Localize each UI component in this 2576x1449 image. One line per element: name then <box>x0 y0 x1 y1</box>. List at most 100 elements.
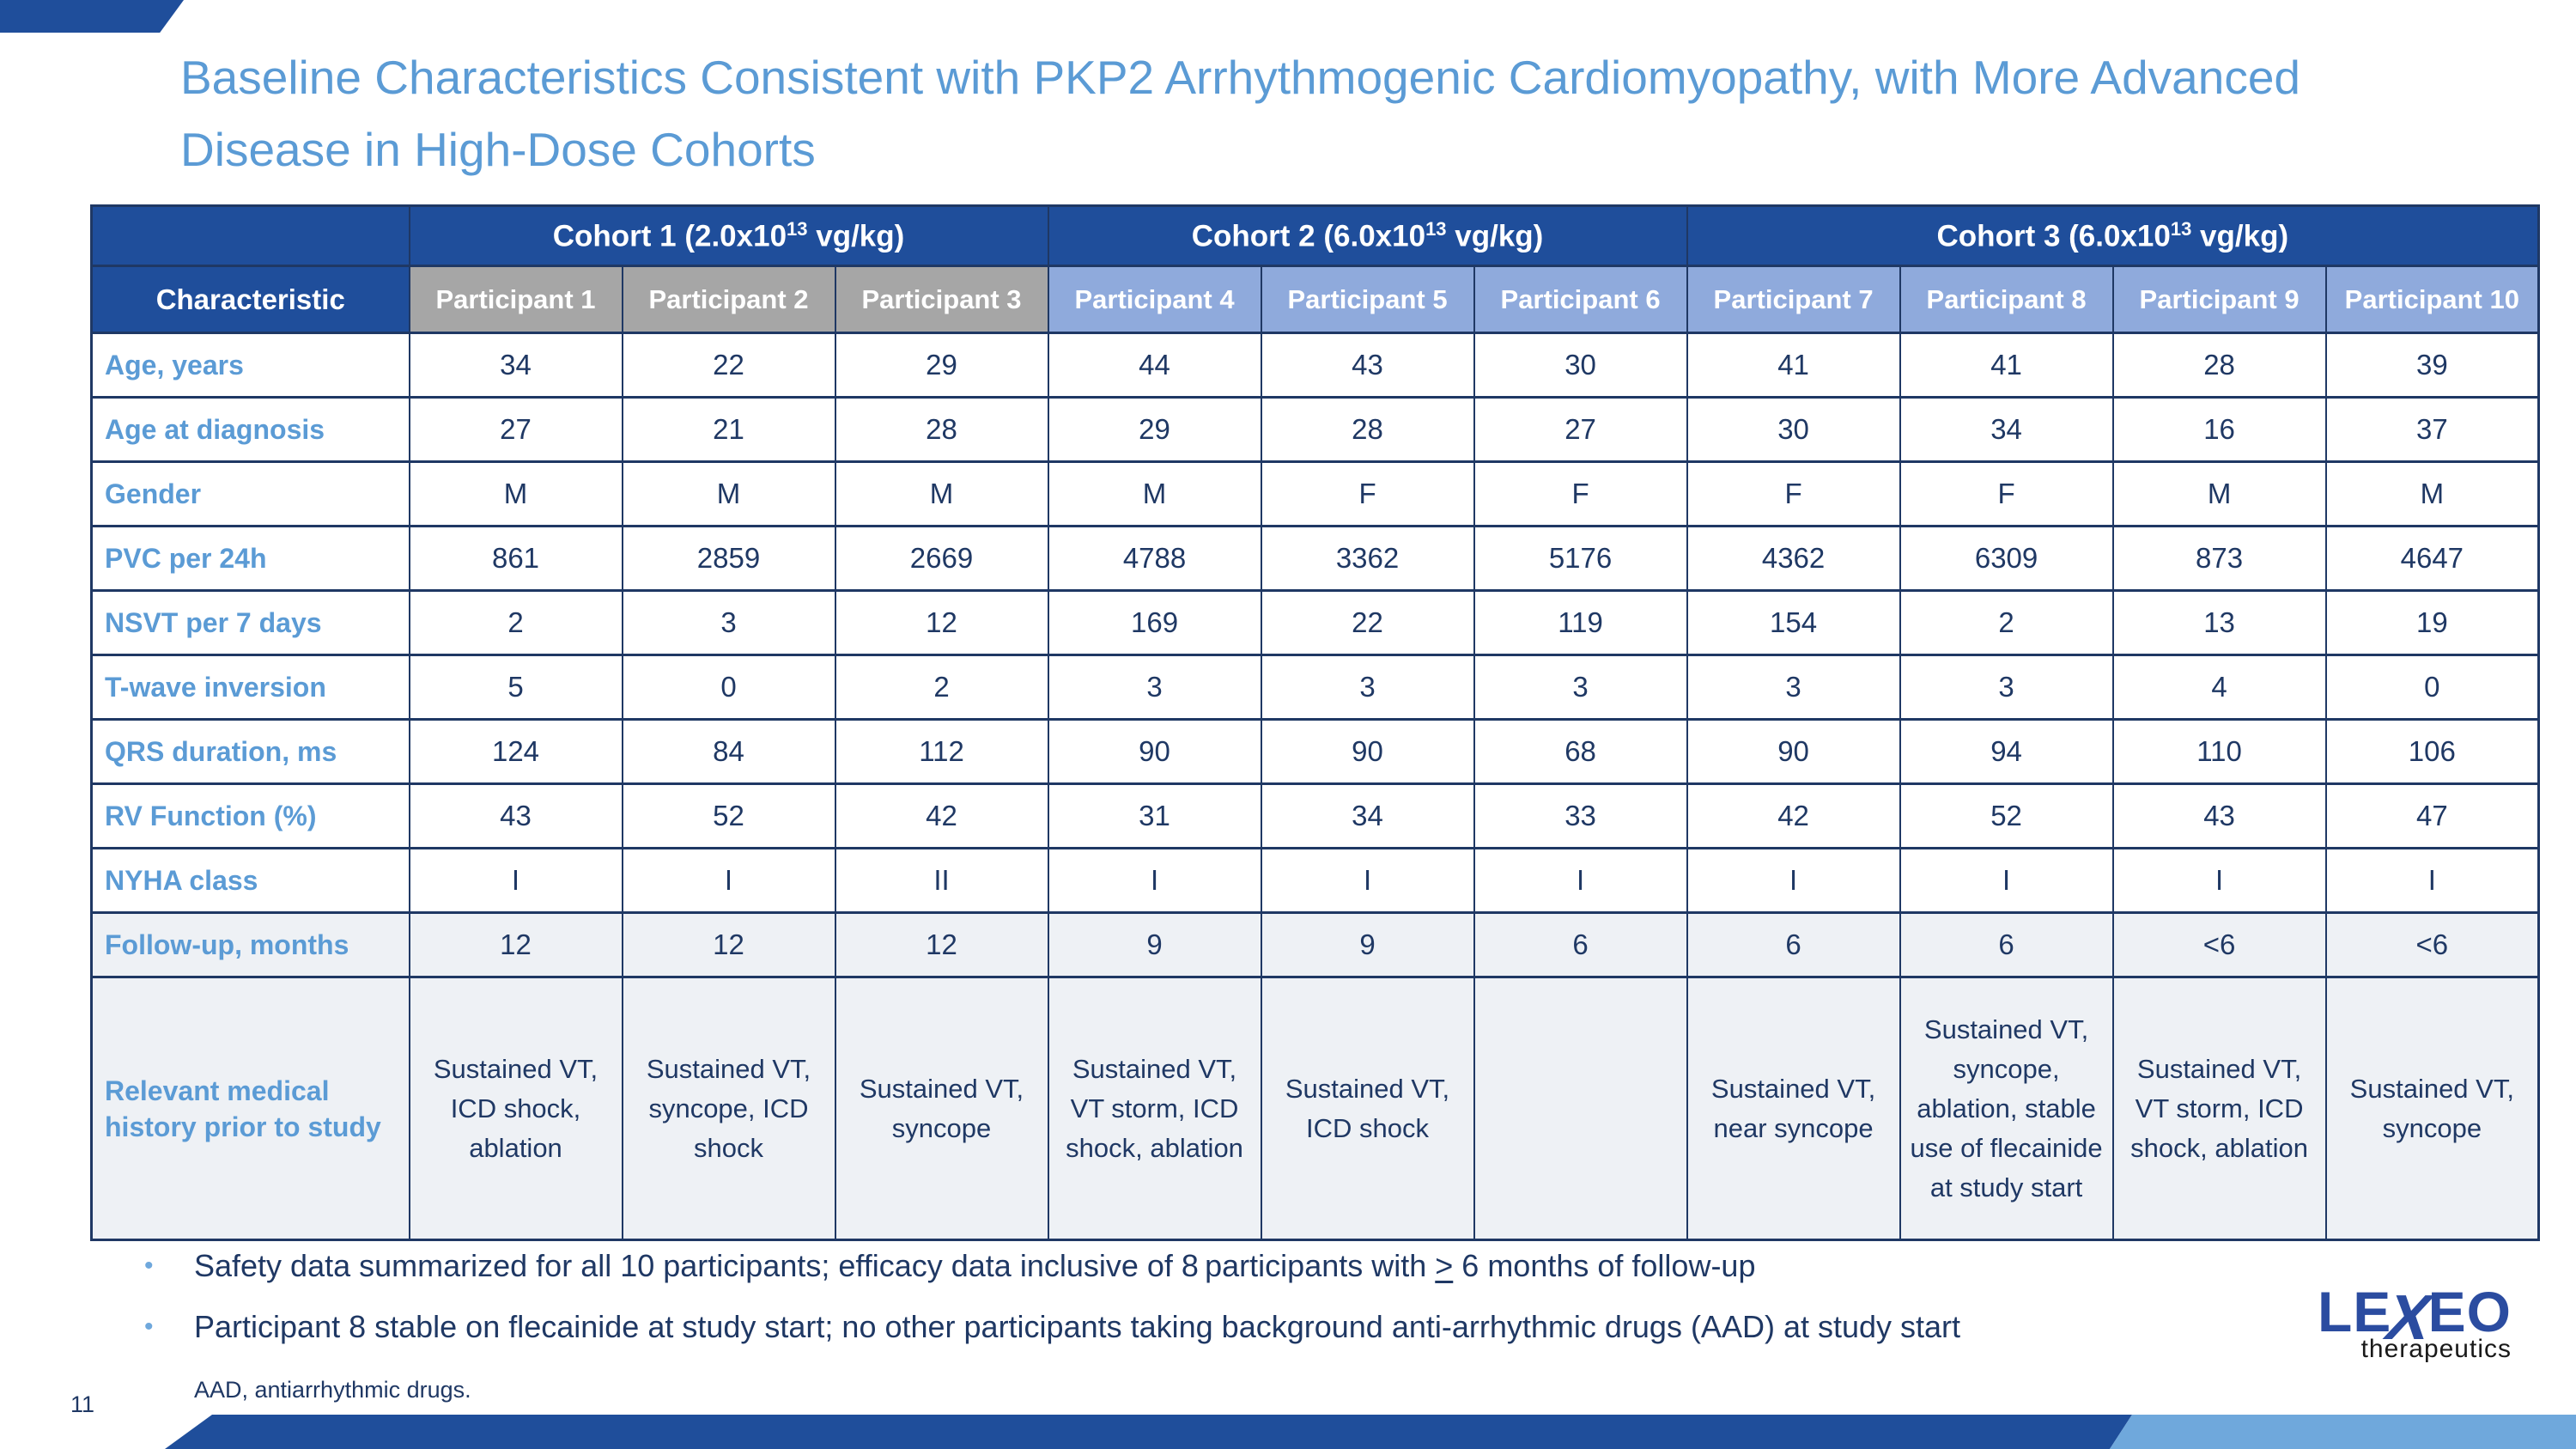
table-cell: 16 <box>2111 396 2327 463</box>
table-cell: II <box>834 847 1049 914</box>
table-cell: 27 <box>408 396 623 463</box>
table-cell: 4788 <box>1047 525 1262 592</box>
table-body: Age, years 34 22 29 44 43 30 41 41 28 39 Age at dia… <box>90 332 2540 1241</box>
cohort-header-3: Cohort 3 (6.0x1013 vg/kg) <box>1686 204 2540 267</box>
table-cell: 873 <box>2111 525 2327 592</box>
table-cell: 4 <box>2111 654 2327 721</box>
table-row: QRS duration, ms 124 84 112 90 90 68 90 94 110 106 <box>90 718 2540 785</box>
table-cell: 90 <box>1047 718 1262 785</box>
table-cell: 2 <box>1899 589 2114 656</box>
table-cell: M <box>834 460 1049 527</box>
bullet-icon: • <box>144 1251 154 1280</box>
participant-header-4: Participant 4 <box>1047 265 1262 334</box>
participant-header-5: Participant 5 <box>1260 265 1475 334</box>
table-cell: I <box>2324 847 2540 914</box>
top-left-accent-shape <box>0 0 184 33</box>
table-cell: 12 <box>834 911 1049 978</box>
table-cell: 106 <box>2324 718 2540 785</box>
table-cell: M <box>621 460 836 527</box>
table-cell: 90 <box>1686 718 1901 785</box>
table-cell: 5 <box>408 654 623 721</box>
table-cell: 42 <box>1686 782 1901 849</box>
participant-header-8: Participant 8 <box>1899 265 2114 334</box>
key-point-2: • Participant 8 stable on flecainide at s… <box>144 1308 2342 1346</box>
footnote: AAD, antiarrhythmic drugs. <box>194 1377 471 1403</box>
table-cell: 29 <box>834 332 1049 399</box>
row-label: Age, years <box>90 332 410 399</box>
table-cell: 34 <box>1899 396 2114 463</box>
table-cell: 44 <box>1047 332 1262 399</box>
table-cell: I <box>1260 847 1475 914</box>
table-cell: 90 <box>1260 718 1475 785</box>
table-head: Cohort 1 (2.0x1013 vg/kg) Cohort 2 (6.0x1… <box>90 204 2540 334</box>
table-cell: 6 <box>1473 911 1688 978</box>
table-cell: 4362 <box>1686 525 1901 592</box>
table-row: Relevant medical history prior to study S… <box>90 976 2540 1241</box>
table-cell: 3 <box>1047 654 1262 721</box>
table-cell: 43 <box>1260 332 1475 399</box>
table-cell: 22 <box>621 332 836 399</box>
table-cell: 28 <box>2111 332 2327 399</box>
table-cell: Sustained VT, ICD shock, ablation <box>408 976 623 1241</box>
row-label: QRS duration, ms <box>90 718 410 785</box>
table-cell: 13 <box>2111 589 2327 656</box>
table-cell: F <box>1260 460 1475 527</box>
table-cell: I <box>1473 847 1688 914</box>
table-cell: 27 <box>1473 396 1688 463</box>
page-title-line-2: Disease in High-Dose Cohorts <box>180 123 816 176</box>
row-label: T-wave inversion <box>90 654 410 721</box>
cohort-header-1: Cohort 1 (2.0x1013 vg/kg) <box>408 204 1049 267</box>
table-cell: 68 <box>1473 718 1688 785</box>
table-cell: Sustained VT, syncope, ablation, stable … <box>1899 976 2114 1241</box>
table-cell: 6309 <box>1899 525 2114 592</box>
bottom-band <box>0 1415 2576 1449</box>
table-cell: 2859 <box>621 525 836 592</box>
table-cell: Sustained VT, ICD shock <box>1260 976 1475 1241</box>
table-cell: 30 <box>1473 332 1688 399</box>
table-cell: M <box>2111 460 2327 527</box>
table-cell: 6 <box>1899 911 2114 978</box>
row-label: Age at diagnosis <box>90 396 410 463</box>
table-cell: Sustained VT, syncope <box>834 976 1049 1241</box>
table-cell: I <box>2111 847 2327 914</box>
table-cell: Sustained VT, syncope, ICD shock <box>621 976 836 1241</box>
table-cell: F <box>1899 460 2114 527</box>
bottom-band-light-segment <box>2110 1415 2576 1449</box>
page-title: Baseline Characteristics Consistent with… <box>180 41 2499 186</box>
table-cell: Sustained VT, VT storm, ICD shock, ablat… <box>1047 976 1262 1241</box>
table-cell: 19 <box>2324 589 2540 656</box>
lexeo-logo: LEXEO therapeutics <box>2267 1278 2512 1362</box>
participant-header-6: Participant 6 <box>1473 265 1688 334</box>
page-title-line-1: Baseline Characteristics Consistent with… <box>180 51 2301 104</box>
table-cell: 12 <box>408 911 623 978</box>
logo-le: LE <box>2317 1280 2392 1343</box>
table-cell: 3362 <box>1260 525 1475 592</box>
row-label: Follow-up, months <box>90 911 410 978</box>
table-cell: 31 <box>1047 782 1262 849</box>
page-number: 11 <box>70 1391 95 1417</box>
bottom-band-dark-segment <box>165 1415 2132 1449</box>
row-label: RV Function (%) <box>90 782 410 849</box>
table-cell: 41 <box>1899 332 2114 399</box>
table-cell: 30 <box>1686 396 1901 463</box>
table-cell: 52 <box>621 782 836 849</box>
table-row: Age, years 34 22 29 44 43 30 41 41 28 39 <box>90 332 2540 399</box>
table-cell: 84 <box>621 718 836 785</box>
table-cell: 12 <box>621 911 836 978</box>
table-cell: 9 <box>1260 911 1475 978</box>
bullet-text: Participant 8 stable on flecainide at st… <box>194 1309 1961 1344</box>
table-cell: 28 <box>834 396 1049 463</box>
table-cell: M <box>408 460 623 527</box>
table-cell: 0 <box>2324 654 2540 721</box>
table-cell: 5176 <box>1473 525 1688 592</box>
table-cell: 43 <box>408 782 623 849</box>
table-row: Gender M M M M F F F F M M <box>90 460 2540 527</box>
table-cell: 34 <box>408 332 623 399</box>
participant-header-10: Participant 10 <box>2324 265 2540 334</box>
table-cell: 52 <box>1899 782 2114 849</box>
participant-header-9: Participant 9 <box>2111 265 2327 334</box>
logo-eo: EO <box>2427 1280 2512 1343</box>
table-cell: 2 <box>834 654 1049 721</box>
table-cell: Sustained VT, near syncope <box>1686 976 1901 1241</box>
participant-header-2: Participant 2 <box>621 265 836 334</box>
